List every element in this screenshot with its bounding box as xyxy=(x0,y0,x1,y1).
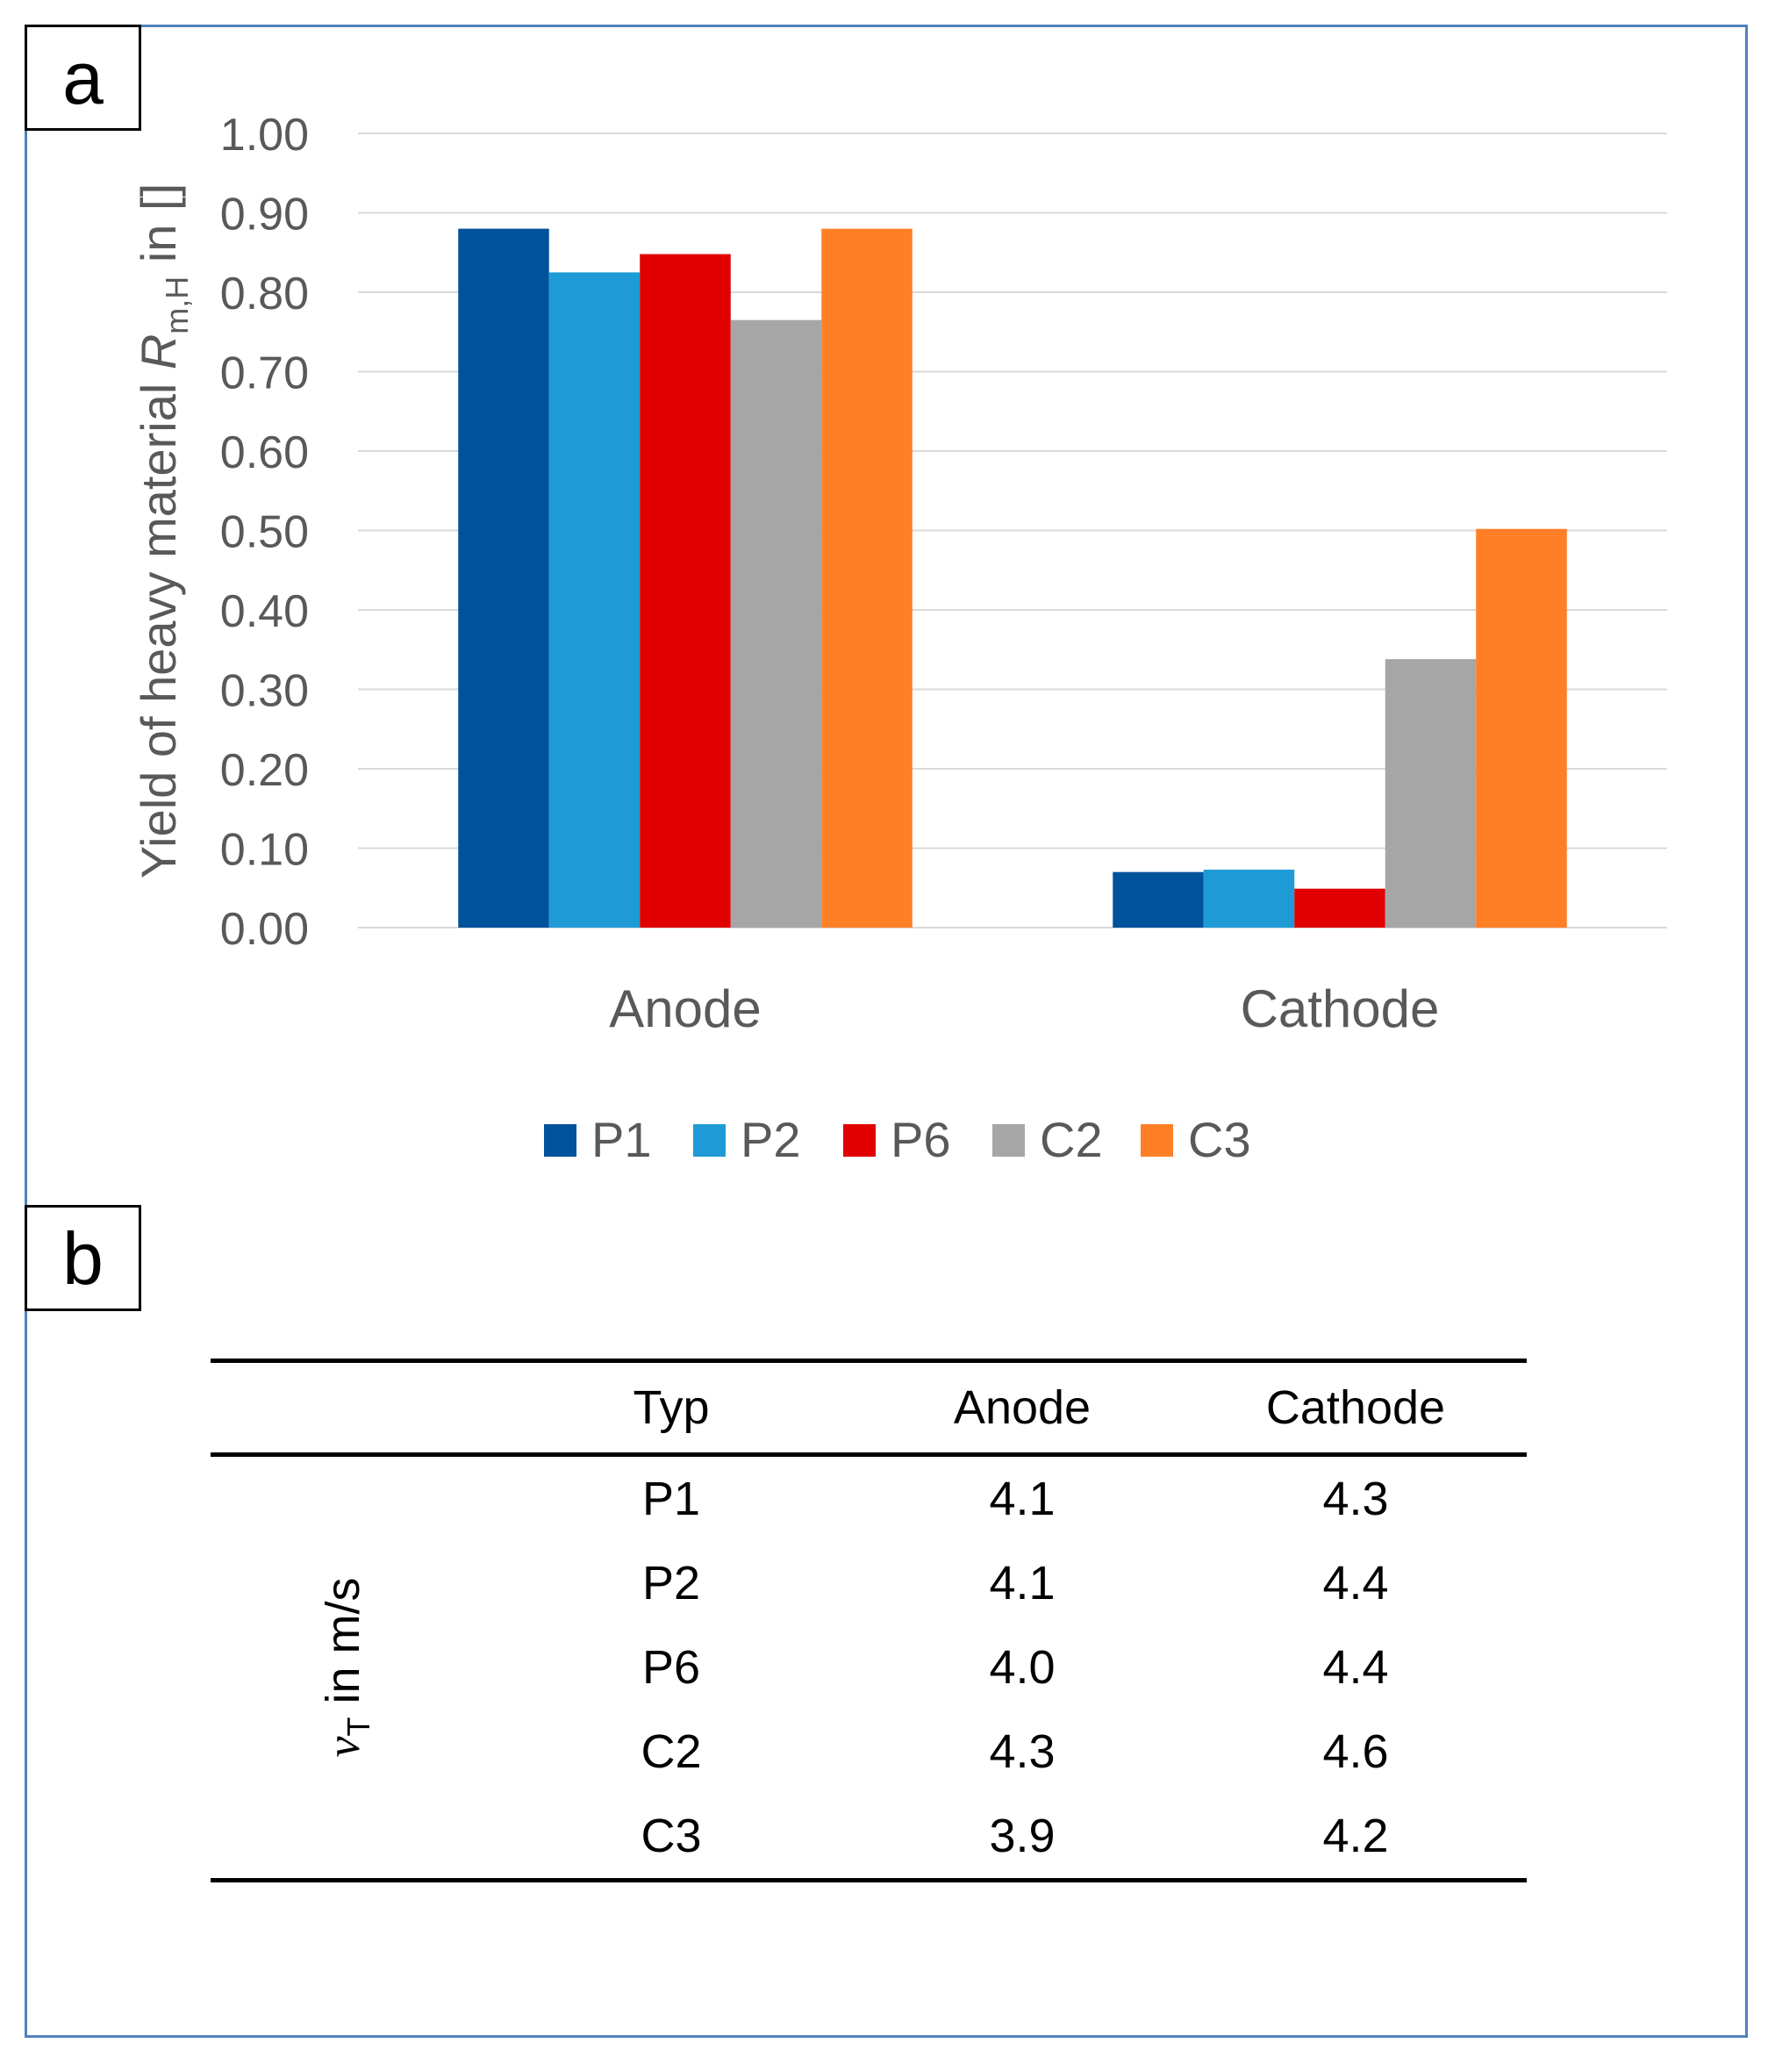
legend-label-P2: P2 xyxy=(741,1112,801,1167)
table-cell-cathode: 4.6 xyxy=(1322,1725,1389,1778)
x-category-labels: Anode Cathode xyxy=(609,979,1439,1038)
table-cell-cathode: 4.3 xyxy=(1322,1473,1389,1525)
bar-P2-Anode xyxy=(548,272,641,928)
legend-swatch-C3 xyxy=(1141,1124,1173,1157)
legend-swatch-P6 xyxy=(843,1124,876,1157)
header-anode: Anode xyxy=(953,1381,1092,1434)
y-tick-label: 0.30 xyxy=(220,666,309,717)
bar-C2-Cathode xyxy=(1385,659,1477,928)
table-cell-cathode: 4.4 xyxy=(1322,1641,1389,1694)
table-row: vT in m/s P1 4.1 4.3 xyxy=(211,1455,1527,1758)
table-cell-anode: 4.0 xyxy=(989,1641,1056,1694)
panel-label-b: b xyxy=(25,1205,141,1311)
velocity-label: vT in m/s xyxy=(317,1577,376,1758)
header-empty xyxy=(211,1361,483,1455)
y-tick-label: 0.80 xyxy=(220,269,309,319)
panel-label-a: a xyxy=(25,25,141,131)
table-cell-cathode: 4.4 xyxy=(1322,1557,1389,1610)
table-row: P6 4.0 4.4 xyxy=(211,1625,1527,1710)
legend-label-C2: C2 xyxy=(1040,1112,1103,1167)
table-cell-anode: 3.9 xyxy=(989,1810,1056,1862)
table-cell-typ: P6 xyxy=(641,1641,701,1694)
bar-P6-Anode xyxy=(640,254,731,928)
bar-C3-Anode xyxy=(821,228,913,928)
table-cell-cathode: 4.2 xyxy=(1322,1810,1389,1862)
table-cell-typ: C2 xyxy=(641,1725,702,1778)
legend: P1 P2 P6 C2 C3 xyxy=(544,1112,1251,1167)
bar-P2-Cathode xyxy=(1203,869,1295,928)
table-row: C3 3.9 4.2 xyxy=(211,1794,1527,1881)
table-cell-typ: C3 xyxy=(641,1810,702,1862)
bar-P1-Cathode xyxy=(1113,871,1204,928)
table-cell-typ: P1 xyxy=(641,1473,701,1525)
table-header-row: Typ Anode Cathode xyxy=(211,1360,1527,1455)
y-tick-label: 0.70 xyxy=(220,348,309,399)
y-tick-label: 0.60 xyxy=(220,427,309,478)
header-cathode: Cathode xyxy=(1265,1381,1446,1434)
bar-chart: 0.00 0.10 0.20 0.30 0.40 0.50 0.60 0.70 0.80 0.90… xyxy=(131,110,1667,1167)
header-typ: Typ xyxy=(633,1381,710,1434)
legend-swatch-C2 xyxy=(992,1124,1025,1157)
y-tick-label: 0.50 xyxy=(220,507,309,558)
bars xyxy=(458,228,1567,928)
bar-C2-Anode xyxy=(730,319,822,928)
table-cell-typ: P2 xyxy=(641,1557,701,1610)
y-tick-label: 0.20 xyxy=(220,745,309,796)
y-tick-label: 0.10 xyxy=(220,825,309,876)
row-group-label: vT in m/s xyxy=(211,1455,483,1881)
legend-swatch-P1 xyxy=(544,1124,576,1157)
table-cell-anode: 4.3 xyxy=(989,1725,1056,1778)
table-row: C2 4.3 4.6 xyxy=(211,1710,1527,1794)
bar-P6-Cathode xyxy=(1294,888,1385,928)
y-tick-label: 0.40 xyxy=(220,586,309,637)
y-tick-label: 0.00 xyxy=(220,904,309,955)
legend-label-P1: P1 xyxy=(591,1112,652,1167)
y-tick-label: 1.00 xyxy=(220,110,309,161)
x-category-label: Anode xyxy=(609,979,762,1038)
legend-swatch-P2 xyxy=(693,1124,726,1157)
x-category-label: Cathode xyxy=(1241,979,1440,1038)
bar-C3-Cathode xyxy=(1476,528,1567,928)
y-tick-labels: 0.00 0.10 0.20 0.30 0.40 0.50 0.60 0.70 0.80 0.90… xyxy=(220,110,309,955)
bar-P1-Anode xyxy=(458,228,549,928)
legend-label-P6: P6 xyxy=(891,1112,951,1167)
table-cell-anode: 4.1 xyxy=(989,1557,1056,1610)
table-row: P2 4.1 4.4 xyxy=(211,1541,1527,1625)
legend-label-C3: C3 xyxy=(1188,1112,1251,1167)
velocity-table: Typ Anode Cathode vT in m/s P1 4.1 4.3 P… xyxy=(211,1359,1527,1882)
table-cell-anode: 4.1 xyxy=(989,1473,1056,1525)
y-axis-label: Yield of heavy material Rm,H in [] xyxy=(131,183,195,878)
figure-frame xyxy=(25,25,1748,2038)
y-tick-label: 0.90 xyxy=(220,190,309,240)
